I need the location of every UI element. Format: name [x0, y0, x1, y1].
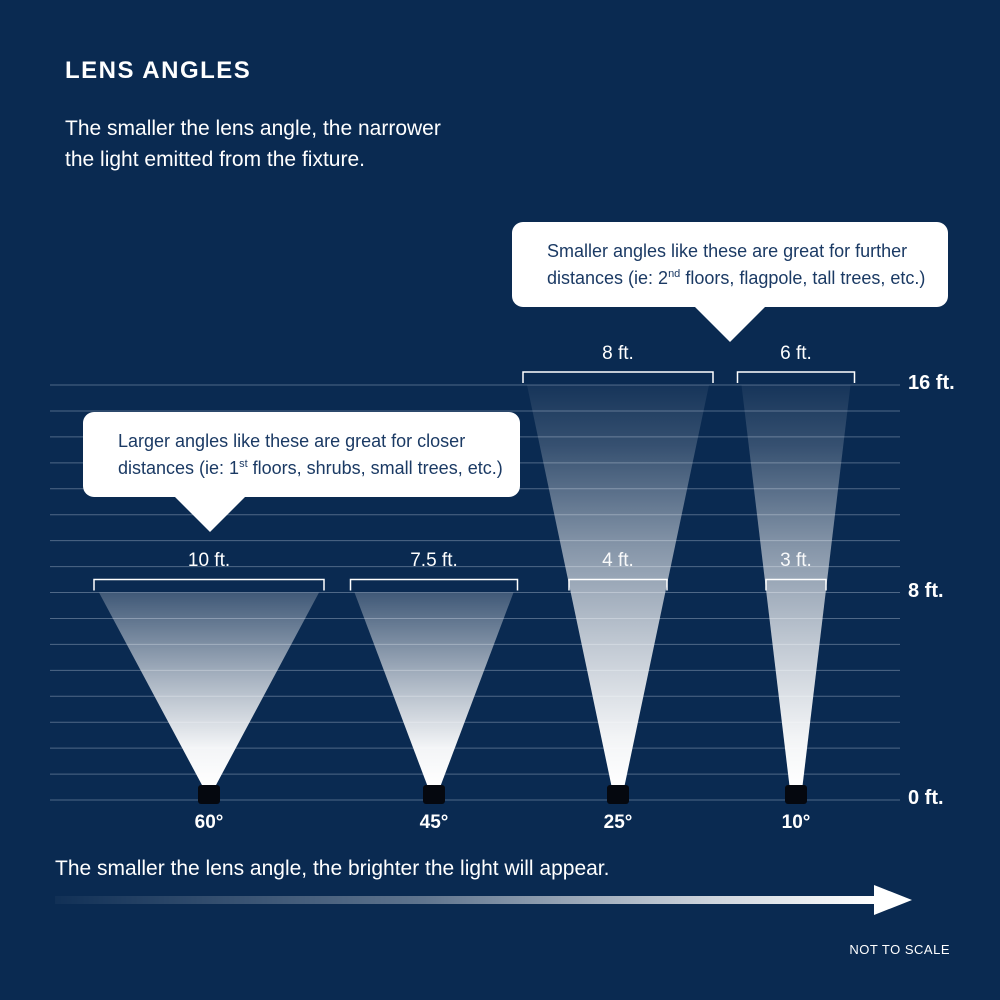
callout-larger-line-1: Larger angles like these are great for c…: [118, 431, 466, 451]
scale-note: NOT TO SCALE: [849, 942, 950, 957]
callout-larger-angles: Larger angles like these are great for c…: [83, 412, 520, 497]
width-label-10deg-top: 6 ft.: [780, 343, 812, 364]
ordinal-superscript: st: [239, 458, 248, 470]
brightness-caption: The smaller the lens angle, the brighter…: [55, 857, 610, 880]
light-cone-45deg: [354, 592, 514, 786]
axis-label-0ft: 0 ft.: [908, 787, 944, 809]
width-label-60deg: 10 ft.: [187, 550, 231, 571]
width-label-45deg: 7.5 ft.: [410, 550, 458, 571]
subtitle-line-2: the light emitted from the fixture.: [65, 148, 365, 171]
measure-bracket-25deg-mid: [568, 578, 668, 591]
axis-label-8ft: 8 ft.: [908, 580, 944, 602]
light-cone-60deg: [99, 592, 319, 786]
callout-smaller-line-1: Smaller angles like these are great for …: [547, 241, 908, 261]
measure-bracket-25deg-top: [522, 371, 714, 383]
angle-label-45deg: 45°: [419, 812, 449, 833]
brightness-arrow-shaft: [55, 896, 874, 904]
light-fixture-25deg: [607, 785, 629, 804]
light-fixture-60deg: [198, 785, 220, 804]
subtitle: The smaller the lens angle, the narrower…: [65, 113, 441, 175]
brightness-arrow-head: [874, 885, 912, 915]
callout-smaller-tail: [692, 304, 768, 342]
angle-label-25deg: 25°: [603, 812, 633, 833]
callout-smaller-angles: Smaller angles like these are great for …: [512, 222, 948, 307]
ordinal-superscript: nd: [668, 268, 681, 280]
light-fixture-45deg: [423, 785, 445, 804]
angle-label-60deg: 60°: [194, 812, 224, 833]
measure-bracket-10deg-mid: [765, 578, 827, 591]
callout-larger-tail: [172, 494, 248, 532]
light-fixture-10deg: [785, 785, 807, 804]
axis-label-16ft: 16 ft.: [908, 372, 955, 394]
callout-larger-line-2: distances (ie: 1st floors, shrubs, small…: [118, 458, 503, 478]
page-title: LENS ANGLES: [65, 57, 252, 84]
width-label-10deg-mid: 3 ft.: [780, 550, 812, 571]
width-label-25deg-top: 8 ft.: [602, 343, 634, 364]
measure-bracket-45deg-top: [349, 578, 519, 591]
measure-bracket-60deg-top: [93, 578, 325, 591]
angle-label-10deg: 10°: [781, 812, 811, 833]
callout-smaller-line-2: distances (ie: 2nd floors, flagpole, tal…: [547, 268, 926, 288]
light-cone-10deg: [741, 385, 851, 786]
subtitle-line-1: The smaller the lens angle, the narrower: [65, 117, 441, 140]
measure-bracket-10deg-top: [736, 371, 856, 383]
width-label-25deg-mid: 4 ft.: [602, 550, 634, 571]
light-cone-25deg: [527, 385, 709, 786]
